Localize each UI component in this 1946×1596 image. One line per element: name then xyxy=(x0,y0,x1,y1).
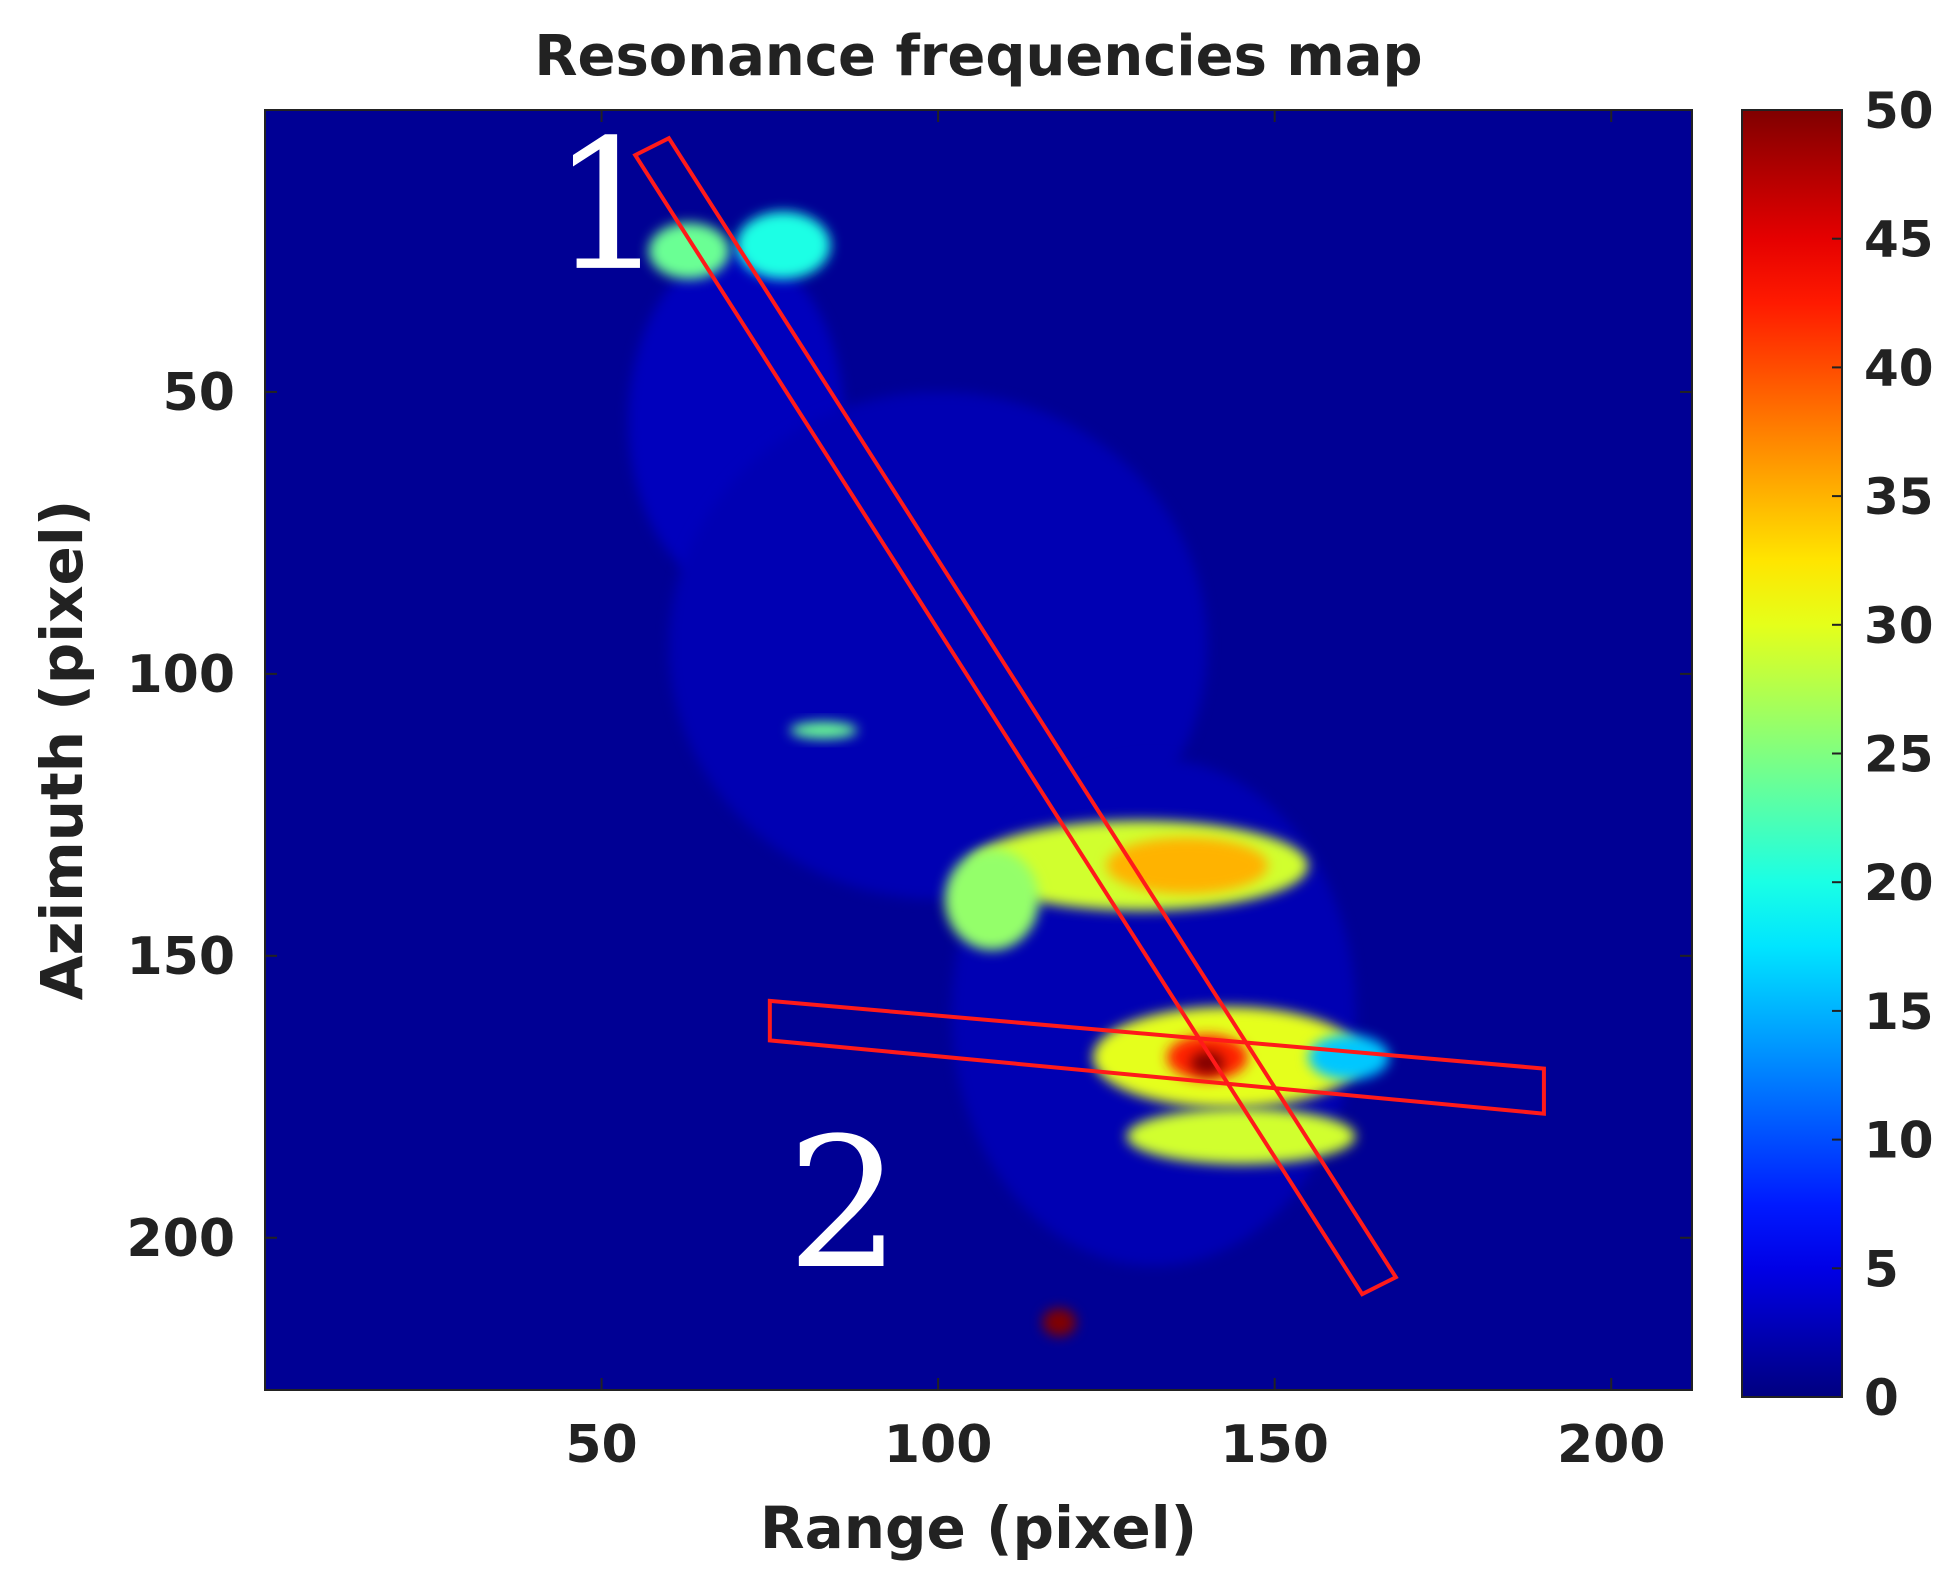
colorbar-tick-label: 45 xyxy=(1864,211,1934,269)
x-axis-label: Range (pixel) xyxy=(760,1494,1197,1562)
colorbar-tick-label: 10 xyxy=(1864,1112,1934,1170)
colorbar-tick-label: 40 xyxy=(1864,339,1934,397)
x-tick-label: 200 xyxy=(1557,1415,1666,1475)
profile-label-2: 2 xyxy=(787,1100,902,1309)
x-tick-label: 100 xyxy=(884,1415,993,1475)
colorbar xyxy=(1742,110,1842,1397)
heatmap-region-hotspot-band-lower-max xyxy=(1190,1051,1225,1075)
colorbar-tick-label: 30 xyxy=(1864,597,1934,655)
plot-border xyxy=(264,109,1693,1391)
profile-label-1: 1 xyxy=(551,102,666,311)
colorbar-tick-label: 15 xyxy=(1864,983,1934,1041)
heatmap-region-hotspot-top-left xyxy=(648,222,730,280)
colorbar-tick-label: 20 xyxy=(1864,854,1934,912)
profile-box-1 xyxy=(632,135,1399,1297)
heatmap-region-hotspot-band-lower-south xyxy=(1126,1108,1356,1165)
chart-title: Resonance frequencies map xyxy=(534,24,1422,89)
y-tick-label: 150 xyxy=(126,927,235,987)
colorbar-tick-label: 50 xyxy=(1864,82,1934,140)
heatmap-region-hotspot-bottom xyxy=(1042,1308,1077,1337)
y-tick-label: 200 xyxy=(126,1209,235,1269)
colorbar-tick-label: 0 xyxy=(1864,1369,1899,1427)
y-tick-label: 100 xyxy=(126,645,235,705)
y-axis-label: Azimuth (pixel) xyxy=(28,500,96,1001)
heatmap-region-hotspot-small-bar xyxy=(790,721,858,739)
colorbar-tick-label: 5 xyxy=(1864,1240,1899,1298)
heatmap-region-hotspot-top-right xyxy=(736,211,831,280)
heatmap-region-hotspot-band-upper-left xyxy=(944,848,1040,951)
colorbar-tick-label: 25 xyxy=(1864,726,1934,784)
x-tick-label: 50 xyxy=(565,1415,637,1475)
x-tick-label: 150 xyxy=(1220,1415,1329,1475)
heatmap-region-hotspot-band-lower-east xyxy=(1308,1034,1390,1080)
y-tick-label: 50 xyxy=(163,363,235,423)
profile-box-2 xyxy=(767,998,1546,1116)
heatmap-region-hotspot-band-upper-core xyxy=(1106,837,1268,894)
colorbar-tick-label: 35 xyxy=(1864,468,1934,526)
